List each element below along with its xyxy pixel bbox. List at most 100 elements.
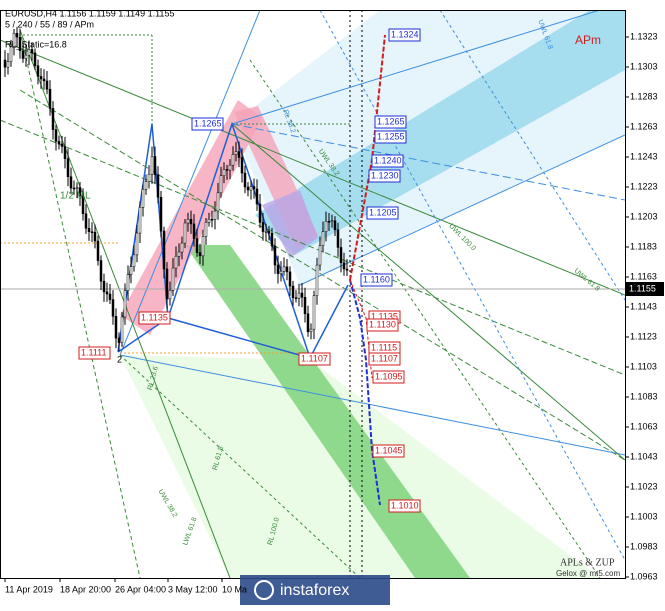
- candle-body: [243, 172, 247, 188]
- candle-body: [222, 169, 226, 176]
- candle-body: [252, 186, 256, 190]
- candle-body: [150, 156, 154, 175]
- level-label: 1.1324: [391, 29, 419, 39]
- candle-body: [57, 141, 61, 145]
- candle-body: [183, 222, 187, 244]
- author: Gelox @ mt5.com: [556, 569, 620, 578]
- candle-body: [36, 65, 40, 77]
- level-label: 1.1107: [371, 353, 398, 363]
- line: [119, 354, 361, 578]
- candle-body: [207, 218, 211, 223]
- line: [119, 354, 625, 456]
- half-ml: 1/2 ML: [60, 191, 91, 202]
- level-box: [374, 130, 407, 144]
- candle-body: [42, 78, 46, 82]
- candle-body: [45, 80, 49, 90]
- level-box: [366, 206, 399, 220]
- candle-body: [81, 195, 85, 214]
- watermark: instaforex: [280, 582, 349, 599]
- candle-body: [213, 210, 217, 220]
- candle-body: [21, 50, 25, 59]
- price-label: 1.1043: [630, 451, 658, 461]
- level-label: 1.1130: [369, 319, 396, 329]
- time-label: 3 May 12:00: [168, 584, 218, 594]
- line: [231, 123, 625, 461]
- candle-body: [186, 219, 190, 224]
- line: [231, 123, 625, 201]
- candle-body: [300, 292, 304, 298]
- candle-body: [105, 291, 109, 295]
- candle-body: [18, 36, 22, 52]
- candle-body: [66, 158, 70, 177]
- level-label: 1.1230: [371, 170, 399, 180]
- level-label: 1.1045: [375, 445, 403, 455]
- candle-body: [333, 220, 337, 231]
- candle-body: [216, 192, 220, 212]
- level-box: [138, 311, 171, 325]
- level-label: 1.1255: [377, 131, 405, 141]
- price-label: 1.1203: [630, 211, 658, 221]
- price-label: 1.1103: [630, 361, 657, 371]
- level-label: 1.1107: [301, 353, 328, 363]
- candle-body: [231, 154, 235, 166]
- candle-body: [126, 274, 130, 291]
- candle-body: [165, 268, 169, 300]
- price-label: 1.1023: [630, 481, 658, 491]
- candle-body: [180, 242, 184, 253]
- candle-body: [330, 220, 334, 222]
- price-label: 1.1243: [630, 151, 658, 161]
- level-box: [298, 352, 331, 366]
- level-label: 1.1095: [375, 371, 403, 381]
- candle-body: [174, 255, 178, 269]
- candle-body: [345, 268, 349, 271]
- candle-body: [99, 260, 103, 282]
- candle-body: [276, 264, 280, 274]
- level-label: 1.1010: [391, 500, 419, 510]
- candle-body: [336, 229, 340, 248]
- level-box: [78, 346, 111, 360]
- candle-body: [237, 151, 241, 158]
- level-box: [371, 154, 404, 168]
- candle-body: [141, 189, 145, 208]
- symbol-line: EURUSD,H4 1.1156 1.1159 1.1149 1.1155: [5, 8, 174, 18]
- candle-body: [249, 186, 253, 191]
- candle-body: [114, 316, 118, 339]
- candle-body: [201, 236, 205, 257]
- overlap-zone: [262, 190, 318, 258]
- candle-body: [291, 285, 295, 298]
- candle-body: [117, 337, 121, 343]
- zigzag: [117, 121, 349, 360]
- level-label: 1.1205: [369, 207, 397, 217]
- candle-body: [3, 59, 7, 68]
- candle-body: [318, 245, 322, 266]
- candle-body: [195, 238, 199, 253]
- candle-body: [225, 169, 229, 171]
- price-label: 1.1083: [630, 391, 658, 401]
- line: [319, 10, 625, 561]
- candle-body: [30, 49, 34, 54]
- level-label: 1.1115: [371, 342, 397, 352]
- candle-body: [246, 186, 250, 191]
- candle-body: [138, 207, 142, 234]
- level-label: 1.1265: [377, 116, 405, 126]
- candle-body: [342, 262, 346, 270]
- level-box: [366, 318, 399, 332]
- candle-body: [84, 213, 88, 229]
- candle-body: [234, 151, 238, 155]
- candle-body: [303, 297, 307, 315]
- candle-body: [120, 316, 124, 343]
- level-label: 1.1111: [81, 347, 107, 357]
- candle-body: [294, 297, 298, 299]
- candle-body: [24, 54, 28, 59]
- candle-body: [93, 231, 97, 242]
- candle-body: [75, 187, 79, 189]
- line: [119, 10, 261, 356]
- level-box: [368, 169, 401, 183]
- candle-body: [12, 33, 16, 47]
- candle-body: [258, 203, 262, 223]
- time-label: 10 Ma: [222, 584, 247, 594]
- candle-body: [228, 164, 232, 171]
- candle-body: [78, 187, 82, 197]
- candle-body: [48, 88, 52, 109]
- static: RL_Static=16.8: [5, 39, 67, 49]
